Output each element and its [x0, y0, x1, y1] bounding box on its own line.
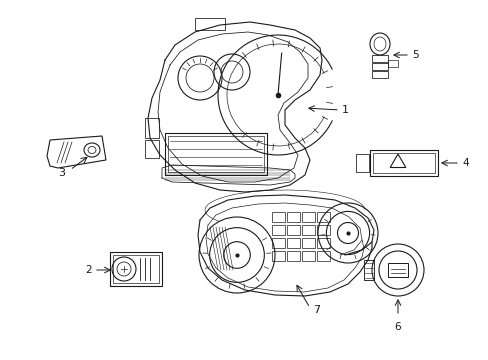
Bar [271, 212, 285, 222]
Bar [371, 71, 387, 78]
Bar [371, 63, 387, 70]
Bar [355, 154, 368, 172]
Text: 6: 6 [394, 322, 401, 332]
Bar [286, 212, 299, 222]
Text: 4: 4 [461, 158, 468, 168]
Bar [302, 238, 314, 248]
Bar [371, 55, 387, 62]
Bar [286, 225, 299, 235]
Bar [302, 225, 314, 235]
Bar [316, 225, 329, 235]
Bar [286, 251, 299, 261]
Bar [271, 225, 285, 235]
Bar [369, 150, 437, 176]
Bar [145, 140, 159, 158]
Bar [195, 18, 224, 30]
Text: 7: 7 [312, 305, 320, 315]
Bar [145, 118, 159, 138]
Bar [302, 212, 314, 222]
Bar [372, 153, 434, 173]
Text: 2: 2 [85, 265, 92, 275]
Bar [110, 252, 162, 286]
Bar [113, 255, 159, 283]
Bar [316, 238, 329, 248]
Bar [316, 212, 329, 222]
Bar [387, 263, 407, 277]
Bar [271, 251, 285, 261]
Bar [168, 136, 264, 172]
Text: 3: 3 [58, 168, 65, 178]
Bar [164, 133, 266, 175]
Text: 5: 5 [411, 50, 418, 60]
Bar [271, 238, 285, 248]
Bar [316, 251, 329, 261]
Text: 1: 1 [341, 105, 348, 115]
Bar [363, 260, 373, 280]
Bar [387, 60, 397, 67]
Bar [302, 251, 314, 261]
Bar [286, 238, 299, 248]
